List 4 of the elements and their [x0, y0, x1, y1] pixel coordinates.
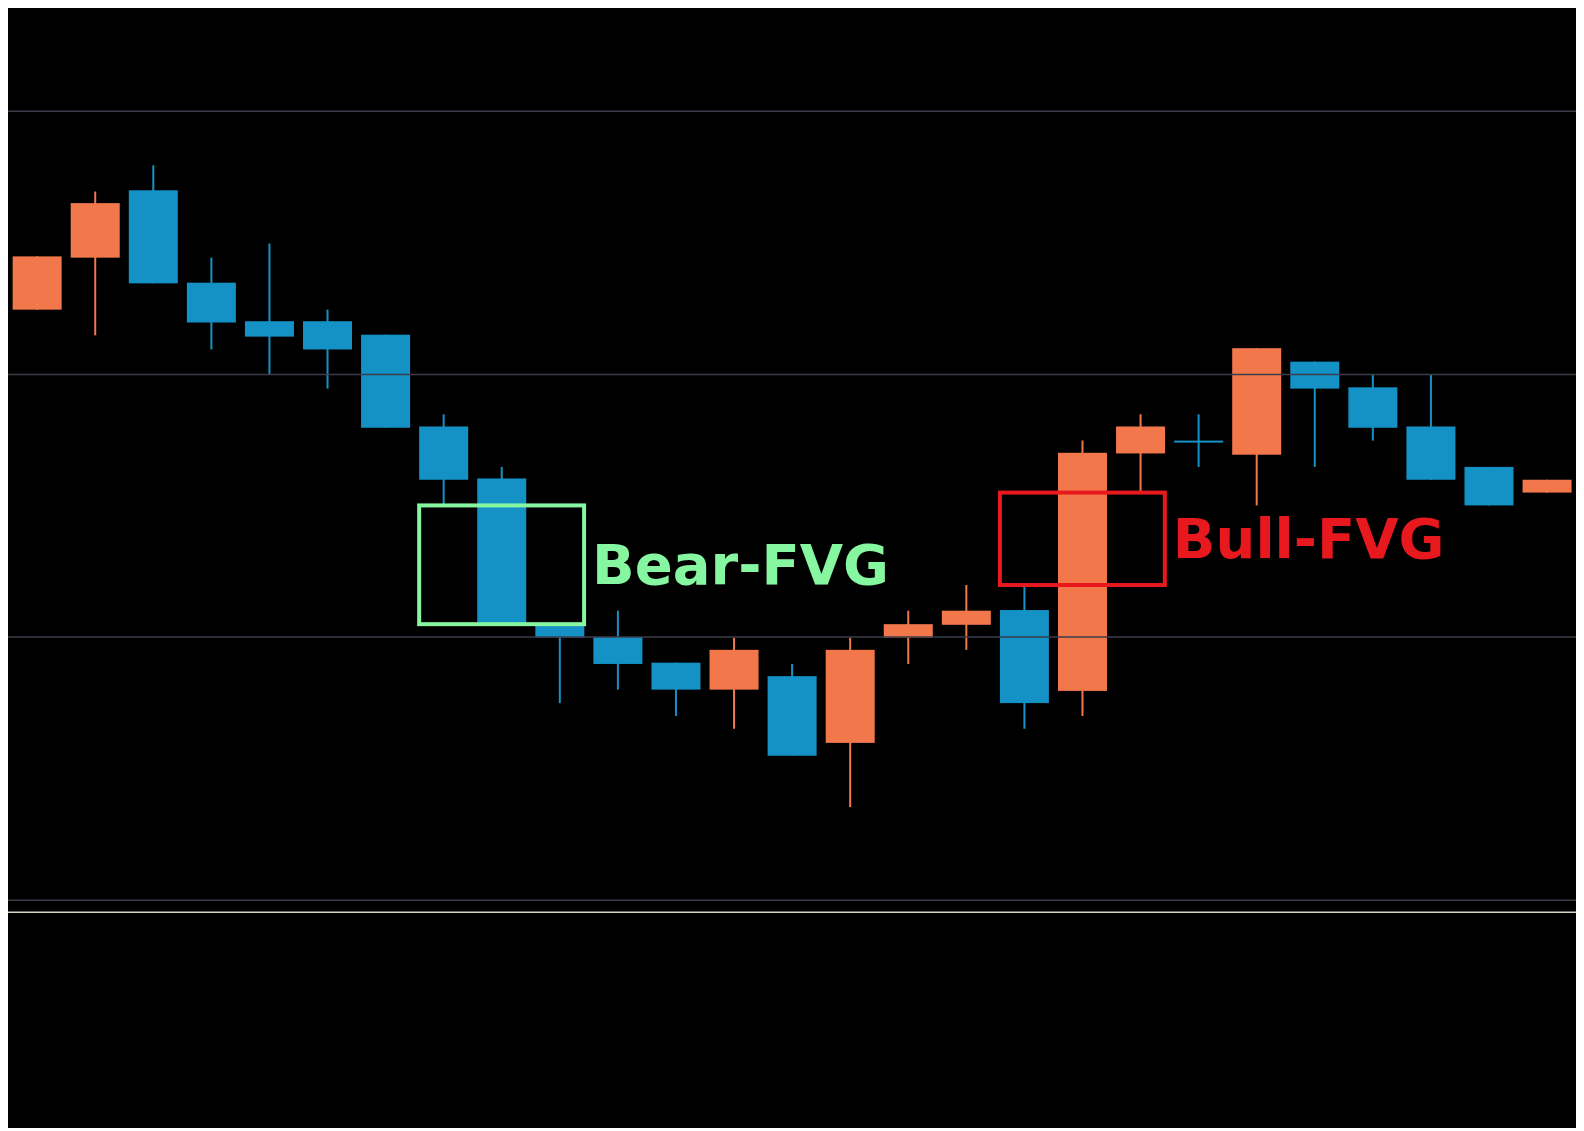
- candlestick: [244, 242, 294, 376]
- annotation: Bear-FVG: [592, 532, 889, 598]
- candlestick: [1174, 413, 1224, 468]
- annotation: Bull-FVG: [1172, 506, 1445, 572]
